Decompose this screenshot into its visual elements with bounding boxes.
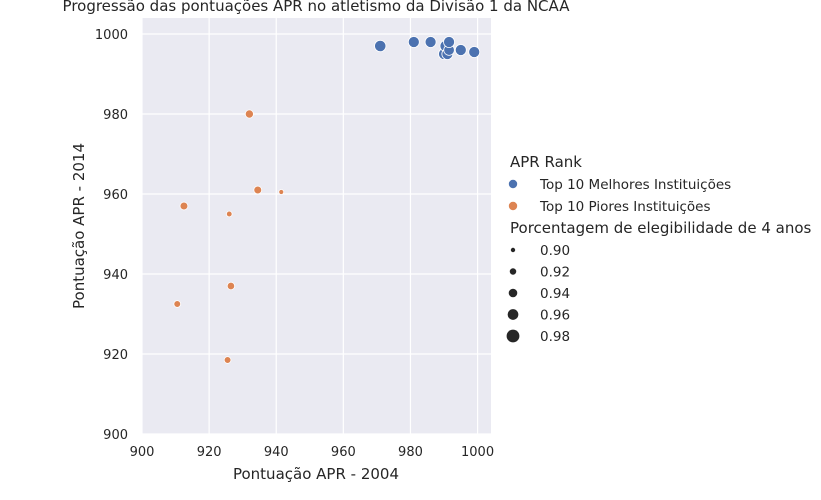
data-point (225, 210, 233, 218)
legend-size-marker (507, 309, 519, 320)
legend-size-label: 0.98 (540, 329, 570, 345)
y-tick-label: 900 (103, 428, 128, 443)
legend-size-marker (510, 247, 516, 253)
chart-title: Progressão das pontuações APR no atletis… (63, 0, 571, 15)
y-tick-label: 920 (103, 348, 128, 363)
data-point (454, 44, 467, 56)
x-tick-labels: 900 920 940 960 980 1000 (130, 445, 495, 460)
data-point (226, 281, 236, 291)
data-point (179, 201, 189, 211)
x-axis-label: Pontuação APR - 2004 (233, 465, 399, 483)
legend-size-marker (508, 288, 518, 298)
data-point (173, 300, 182, 308)
legend-hue-label: Top 10 Melhores Instituições (539, 177, 731, 193)
y-tick-label: 980 (103, 108, 128, 123)
legend-size-marker (506, 329, 520, 343)
legend-hue-label: Top 10 Piores Instituições (539, 199, 711, 215)
legend-hue-marker (508, 179, 518, 189)
data-point (443, 36, 455, 48)
legend-size-label: 0.94 (540, 286, 570, 302)
data-point (424, 36, 437, 48)
data-points (173, 36, 481, 364)
data-point (244, 109, 254, 119)
y-axis-label: Pontuação APR - 2014 (70, 143, 88, 309)
y-tick-label: 960 (103, 188, 128, 203)
x-tick-label: 940 (264, 445, 289, 460)
legend-hue-title: APR Rank (510, 153, 582, 171)
legend-size-label: 0.90 (540, 243, 570, 259)
x-tick-label: 1000 (461, 445, 494, 460)
legend-size-label: 0.92 (540, 265, 570, 281)
x-tick-label: 900 (130, 445, 155, 460)
x-tick-label: 980 (398, 445, 423, 460)
grid-lines (141, 18, 491, 435)
legend-size-label: 0.96 (540, 308, 570, 324)
legend-size-title: Porcentagem de elegibilidade de 4 anos (510, 219, 812, 237)
legend-size-marker (509, 268, 517, 275)
data-point (374, 39, 387, 53)
data-point (407, 36, 420, 48)
data-point (468, 46, 481, 58)
y-tick-label: 1000 (95, 28, 128, 43)
data-point (253, 185, 263, 195)
y-tick-label: 940 (103, 268, 128, 283)
y-tick-labels: 900 920 940 960 980 1000 (95, 28, 128, 443)
data-point (223, 356, 232, 364)
legend: APR Rank Top 10 Melhores Instituições Top… (506, 153, 812, 345)
data-point (278, 189, 285, 195)
legend-hue-marker (508, 201, 518, 211)
x-tick-label: 920 (197, 445, 222, 460)
plot-background (142, 18, 491, 434)
x-tick-label: 960 (331, 445, 356, 460)
